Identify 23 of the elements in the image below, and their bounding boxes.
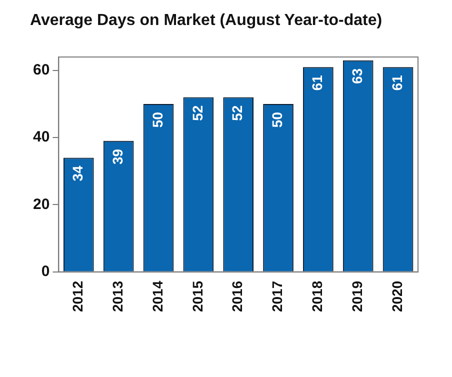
data-label: 34 (70, 166, 86, 182)
x-tick-label: 2012 (70, 280, 86, 312)
x-tick-label: 2019 (348, 280, 365, 312)
data-label: 39 (109, 148, 126, 165)
x-tick-label: 2017 (269, 280, 286, 312)
chart-title: Average Days on Market (August Year-to-date) (30, 12, 382, 30)
data-label: 50 (149, 112, 166, 128)
x-tick-label: 2015 (189, 280, 206, 312)
y-tick-label: 40 (32, 128, 50, 146)
data-label: 61 (309, 74, 326, 91)
y-tick-label: 20 (32, 196, 50, 213)
data-label: 52 (229, 105, 246, 121)
data-label: 63 (348, 68, 365, 84)
y-tick-label: 0 (41, 262, 50, 280)
x-tick-label: 2018 (309, 280, 326, 312)
x-tick-label: 2016 (229, 280, 246, 312)
data-label: 61 (388, 74, 405, 91)
data-label: 50 (269, 112, 286, 128)
data-label: 52 (189, 105, 206, 121)
x-tick-label: 2013 (109, 280, 126, 312)
y-tick-label: 60 (32, 62, 50, 79)
x-tick-label: 2014 (149, 280, 166, 312)
x-tick-label: 2020 (388, 280, 405, 312)
